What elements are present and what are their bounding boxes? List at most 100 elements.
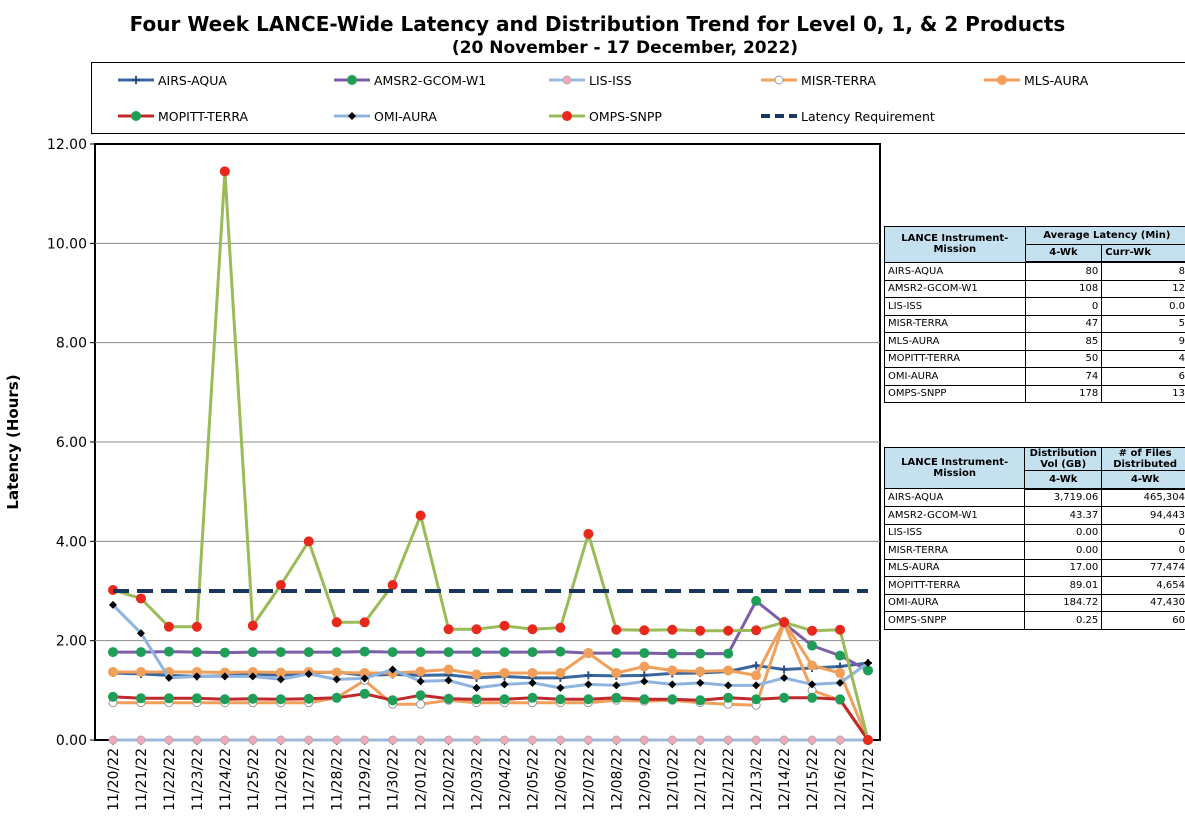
data-point	[807, 625, 818, 636]
table1-row: OMPS-SNPP 178 13	[884, 384, 1185, 403]
data-point	[331, 692, 342, 703]
legend-swatch-icon	[761, 114, 797, 118]
data-point	[360, 674, 369, 683]
table2-cell-instrument: OMI-AURA	[884, 593, 1026, 612]
data-point	[864, 659, 872, 668]
legend-marker-icon	[347, 75, 357, 85]
data-point	[499, 647, 510, 658]
x-tick-label: 11/27/22	[302, 748, 318, 811]
legend-item: MISR-TERRA	[759, 72, 876, 88]
data-point	[583, 528, 594, 539]
data-point	[331, 667, 342, 678]
legend-item: OMI-AURA	[332, 108, 437, 124]
data-point	[555, 735, 565, 745]
data-point	[415, 510, 426, 521]
data-point	[220, 735, 230, 745]
table1-header-average: Average Latency (Min)	[1024, 226, 1185, 245]
table2-row: AIRS-AQUA 3,719.06 465,304	[884, 488, 1185, 507]
legend-item: LIS-ISS	[547, 72, 632, 88]
data-point	[109, 600, 117, 609]
data-point	[191, 666, 202, 677]
table1-cell-a: 50	[1024, 349, 1103, 368]
table1-cell-instrument: OMPS-SNPP	[884, 384, 1026, 403]
x-tick-label: 11/28/22	[330, 748, 346, 811]
table1-cell-b: 12	[1101, 279, 1185, 298]
y-axis-label: Latency (Hours)	[4, 374, 22, 510]
table1-col-4wk: 4-Wk	[1024, 243, 1103, 263]
data-point	[275, 647, 286, 658]
data-point	[443, 693, 454, 704]
table1-cell-instrument: MISR-TERRA	[884, 314, 1026, 333]
data-point	[472, 735, 482, 745]
data-point	[583, 648, 594, 659]
data-point	[275, 694, 286, 705]
data-point	[359, 646, 370, 657]
table2-cell-b: 47,430	[1101, 593, 1185, 612]
x-tick-label: 11/29/22	[358, 748, 374, 811]
series-line	[113, 621, 870, 741]
data-point	[751, 735, 761, 745]
data-point	[499, 667, 510, 678]
data-point	[555, 694, 566, 705]
distribution-table-container: LANCE Instrument-Mission Distribution Vo…	[884, 447, 1185, 649]
data-point	[611, 624, 622, 635]
data-point	[443, 647, 454, 658]
data-point	[751, 694, 762, 705]
data-point	[555, 667, 566, 678]
legend-marker-icon	[348, 112, 356, 120]
data-point	[304, 735, 314, 745]
data-point	[584, 680, 593, 689]
series-group	[109, 600, 872, 692]
data-point	[723, 692, 734, 703]
x-tick-label: 11/25/22	[246, 748, 262, 811]
data-point	[611, 735, 621, 745]
data-point	[388, 735, 398, 745]
data-point	[640, 677, 649, 686]
table1-cell-instrument: OMI-AURA	[884, 367, 1026, 386]
x-tick-label: 11/23/22	[190, 748, 206, 811]
data-point	[751, 595, 762, 606]
data-point	[136, 735, 146, 745]
x-tick-label: 12/09/22	[637, 748, 653, 811]
legend-marker-icon	[131, 111, 141, 121]
data-point	[584, 671, 593, 680]
table2-row: OMPS-SNPP 0.25 60	[884, 611, 1185, 630]
data-point	[528, 678, 537, 687]
legend-swatch-icon	[118, 76, 154, 84]
data-point	[275, 667, 286, 678]
data-point	[332, 735, 342, 745]
chart-title: Four Week LANCE-Wide Latency and Distrib…	[129, 12, 1066, 36]
data-point	[807, 692, 818, 703]
legend-item: AIRS-AQUA	[116, 72, 227, 88]
table2-cell-instrument: AMSR2-GCOM-W1	[884, 506, 1026, 525]
table1-cell-a: 74	[1024, 367, 1103, 386]
data-point	[443, 664, 454, 675]
table1-row: OMI-AURA 74 6	[884, 367, 1185, 386]
table2-col-4wk-files: 4-Wk	[1101, 470, 1185, 490]
data-point	[108, 647, 118, 658]
x-tick-label: 12/07/22	[581, 748, 597, 811]
series-line	[112, 169, 870, 741]
data-point	[135, 593, 146, 604]
data-point	[779, 617, 790, 628]
data-point	[835, 735, 845, 745]
x-tick-label: 11/24/22	[218, 748, 234, 811]
data-point	[499, 620, 510, 631]
table2-cell-b: 4,654	[1101, 576, 1185, 595]
data-point	[556, 683, 565, 692]
series-line	[111, 603, 869, 690]
data-point	[471, 669, 482, 680]
table2-cell-a: 0.00	[1024, 523, 1103, 542]
data-point	[639, 648, 650, 659]
table1-cell-instrument: MOPITT-TERRA	[884, 349, 1026, 368]
data-point	[583, 694, 594, 705]
data-point	[360, 735, 370, 745]
table2-cell-instrument: MLS-AURA	[884, 558, 1026, 577]
table2-cell-b: 465,304	[1101, 488, 1185, 507]
x-tick-label: 12/10/22	[665, 748, 681, 811]
legend-label: MISR-TERRA	[801, 72, 876, 88]
table2-row: MISR-TERRA 0.00 0	[884, 541, 1185, 560]
data-point	[275, 580, 286, 591]
data-point	[611, 667, 622, 678]
data-point	[752, 661, 761, 670]
